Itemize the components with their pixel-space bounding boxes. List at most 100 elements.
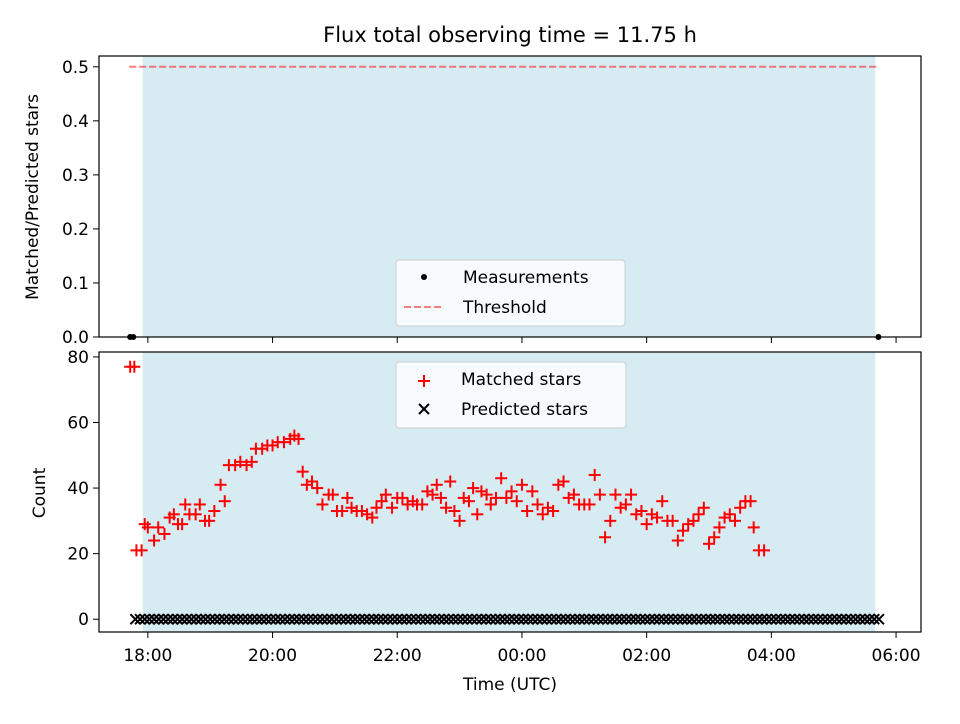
predicted-star-point bbox=[358, 613, 371, 625]
matched-star-point bbox=[179, 498, 192, 511]
predicted-star-point bbox=[471, 613, 483, 625]
matched-star-point bbox=[167, 508, 180, 521]
predicted-star-stroke bbox=[700, 613, 712, 625]
predicted-star-stroke bbox=[723, 613, 735, 625]
predicted-star-stroke bbox=[279, 613, 291, 625]
matched-star-point bbox=[453, 514, 466, 527]
predicted-star-point bbox=[433, 613, 446, 625]
predicted-star-point bbox=[559, 613, 572, 625]
x-tick-label: 18:00 bbox=[123, 646, 172, 666]
matched-star-point bbox=[214, 478, 227, 491]
predicted-star-point bbox=[545, 613, 558, 625]
predicted-star-stroke bbox=[742, 613, 754, 625]
predicted-star-point bbox=[760, 613, 773, 625]
predicted-star-stroke bbox=[751, 613, 764, 625]
predicted-star-stroke bbox=[835, 613, 848, 625]
predicted-star-point bbox=[718, 613, 731, 625]
predicted-star-point bbox=[826, 613, 838, 625]
matched-star-point bbox=[311, 482, 324, 495]
matched-stars-points bbox=[124, 360, 771, 557]
matched-star-point bbox=[521, 505, 534, 518]
predicted-star-point bbox=[859, 613, 871, 625]
predicted-star-point bbox=[746, 613, 759, 625]
predicted-star-stroke bbox=[620, 613, 633, 625]
predicted-star-stroke bbox=[218, 613, 230, 625]
matched-star-point bbox=[148, 534, 161, 547]
predicted-star-point bbox=[798, 613, 810, 625]
predicted-star-stroke bbox=[718, 613, 731, 625]
predicted-star-point bbox=[283, 613, 296, 625]
predicted-star-point bbox=[218, 613, 230, 625]
top-legend-box bbox=[395, 259, 626, 327]
matched-star-point bbox=[758, 544, 771, 557]
predicted-star-stroke bbox=[199, 613, 212, 625]
predicted-star-stroke bbox=[326, 613, 338, 625]
predicted-star-point bbox=[489, 613, 502, 625]
predicted-star-point bbox=[298, 613, 310, 625]
top-y-tick-label: 0.3 bbox=[62, 166, 89, 186]
x-tick-label: 22:00 bbox=[373, 646, 422, 666]
x-tick-label: 20:00 bbox=[248, 646, 297, 666]
predicted-star-stroke bbox=[765, 613, 778, 625]
matched-star-point bbox=[480, 488, 493, 501]
predicted-star-point bbox=[803, 613, 815, 625]
predicted-star-stroke bbox=[428, 613, 441, 625]
predicted-star-stroke bbox=[732, 613, 745, 625]
matched-star-point bbox=[604, 514, 617, 527]
x-tick-label: 00:00 bbox=[497, 646, 546, 666]
predicted-star-stroke bbox=[340, 613, 352, 625]
predicted-star-point bbox=[634, 613, 647, 625]
predicted-star-point bbox=[770, 613, 782, 625]
predicted-star-point bbox=[742, 613, 754, 625]
predicted-star-stroke bbox=[681, 613, 693, 625]
predicted-star-point bbox=[555, 613, 567, 625]
predicted-star-point bbox=[873, 613, 885, 625]
predicted-star-stroke bbox=[405, 613, 417, 625]
predicted-star-point bbox=[686, 613, 698, 625]
predicted-star-point bbox=[616, 613, 628, 625]
predicted-star-stroke bbox=[447, 613, 460, 625]
top-y-tick-label: 0.0 bbox=[62, 328, 89, 348]
predicted-star-stroke bbox=[377, 613, 389, 625]
top-panel: 0.0 0.1 0.2 0.3 0.4 0.5 Matched/Predicted sta… bbox=[23, 55, 922, 348]
predicted-star-stroke bbox=[789, 613, 801, 625]
predicted-star-stroke bbox=[265, 613, 277, 625]
predicted-star-point bbox=[265, 613, 277, 625]
predicted-star-stroke bbox=[148, 613, 160, 625]
matched-star-point bbox=[375, 495, 388, 508]
matched-star-point bbox=[505, 485, 518, 498]
predicted-star-stroke bbox=[246, 613, 258, 625]
predicted-star-point bbox=[223, 613, 235, 625]
predicted-star-point bbox=[134, 613, 146, 625]
matched-star-point bbox=[640, 518, 653, 531]
legend-matched-label: Matched stars bbox=[461, 370, 581, 390]
predicted-star-stroke bbox=[358, 613, 371, 625]
matched-star-point bbox=[341, 491, 354, 504]
predicted-star-point bbox=[480, 613, 492, 625]
predicted-star-stroke bbox=[162, 613, 174, 625]
predicted-star-stroke bbox=[143, 613, 156, 625]
predicted-star-point bbox=[672, 613, 684, 625]
matched-star-point bbox=[434, 491, 447, 504]
predicted-star-point bbox=[330, 613, 343, 625]
predicted-star-stroke bbox=[480, 613, 492, 625]
predicted-star-point bbox=[466, 613, 478, 625]
predicted-star-stroke bbox=[601, 613, 614, 625]
predicted-star-point bbox=[363, 613, 375, 625]
matched-star-point bbox=[484, 498, 497, 511]
predicted-star-point bbox=[195, 613, 207, 625]
predicted-star-stroke bbox=[779, 613, 792, 625]
matched-star-point bbox=[557, 475, 570, 488]
predicted-star-point bbox=[428, 613, 441, 625]
predicted-star-stroke bbox=[293, 613, 305, 625]
legend-matched-marker bbox=[418, 375, 430, 387]
matched-star-point bbox=[619, 498, 632, 511]
predicted-star-stroke bbox=[316, 613, 329, 625]
x-tick-label: 04:00 bbox=[747, 646, 796, 666]
predicted-star-point bbox=[237, 613, 249, 625]
predicted-star-stroke bbox=[578, 613, 591, 625]
predicted-star-point bbox=[522, 613, 534, 625]
predicted-star-stroke bbox=[775, 613, 787, 625]
predicted-star-point bbox=[204, 613, 216, 625]
predicted-star-point bbox=[344, 613, 357, 625]
